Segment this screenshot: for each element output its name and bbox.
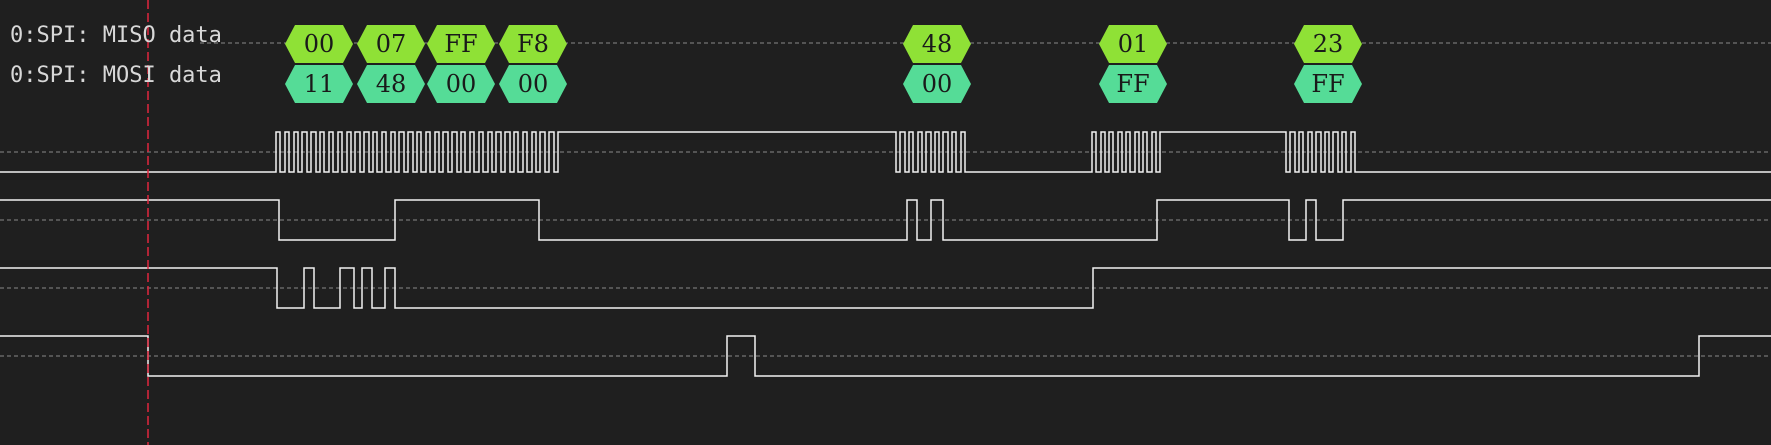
decoded-byte-shape: [1294, 65, 1362, 103]
decoded-byte-shape: [427, 25, 495, 63]
mosi-byte[interactable]: FF: [1099, 65, 1167, 103]
decoded-byte-value: FF: [444, 30, 477, 58]
decoded-byte-shape: [1294, 25, 1362, 63]
decoded-byte-shape: [427, 65, 495, 103]
miso-byte[interactable]: FF: [427, 25, 495, 63]
miso-byte[interactable]: 23: [1294, 25, 1362, 63]
mosi-row-label: 0:SPI: MOSI data: [10, 63, 222, 88]
decoded-byte-shape: [499, 65, 567, 103]
decoded-byte-shape: [285, 65, 353, 103]
decoded-byte-value: 00: [922, 70, 953, 98]
decoded-byte-value: 11: [304, 70, 335, 98]
mosi-byte[interactable]: 00: [499, 65, 567, 103]
decoded-byte-shape: [357, 65, 425, 103]
mosi-byte[interactable]: FF: [1294, 65, 1362, 103]
decoded-byte-value: 48: [922, 30, 953, 58]
decoded-byte-value: 00: [446, 70, 477, 98]
decoded-byte-value: 07: [376, 30, 407, 58]
miso-trace[interactable]: [0, 199, 1771, 241]
decoded-byte-value: FF: [1116, 70, 1149, 98]
decoded-byte-value: 00: [518, 70, 549, 98]
miso-byte[interactable]: 00: [285, 25, 353, 63]
mosi-byte[interactable]: 00: [427, 65, 495, 103]
decoded-byte-value: FF: [1311, 70, 1344, 98]
mosi-byte[interactable]: 00: [903, 65, 971, 103]
decoded-byte-value: 00: [304, 30, 335, 58]
miso-byte[interactable]: F8: [499, 25, 567, 63]
miso-row-label: 0:SPI: MISO data: [10, 23, 222, 48]
decoded-byte-shape: [903, 65, 971, 103]
decoded-byte-value: 01: [1118, 30, 1149, 58]
decoded-byte-shape: [357, 25, 425, 63]
decoded-byte-value: 48: [376, 70, 407, 98]
decoded-byte-shape: [1099, 65, 1167, 103]
decoded-byte-shape: [903, 25, 971, 63]
clock-trace[interactable]: [0, 131, 1771, 173]
decoded-byte-shape: [1099, 25, 1167, 63]
miso-byte[interactable]: 01: [1099, 25, 1167, 63]
mosi-byte[interactable]: 48: [357, 65, 425, 103]
decoded-byte-value: F8: [517, 30, 549, 58]
decoded-byte-shape: [285, 25, 353, 63]
mosi-byte[interactable]: 11: [285, 65, 353, 103]
miso-byte[interactable]: 48: [903, 25, 971, 63]
miso-byte[interactable]: 07: [357, 25, 425, 63]
decoded-byte-shape: [499, 25, 567, 63]
decoded-byte-value: 23: [1313, 30, 1344, 58]
mosi-trace[interactable]: [0, 267, 1771, 309]
